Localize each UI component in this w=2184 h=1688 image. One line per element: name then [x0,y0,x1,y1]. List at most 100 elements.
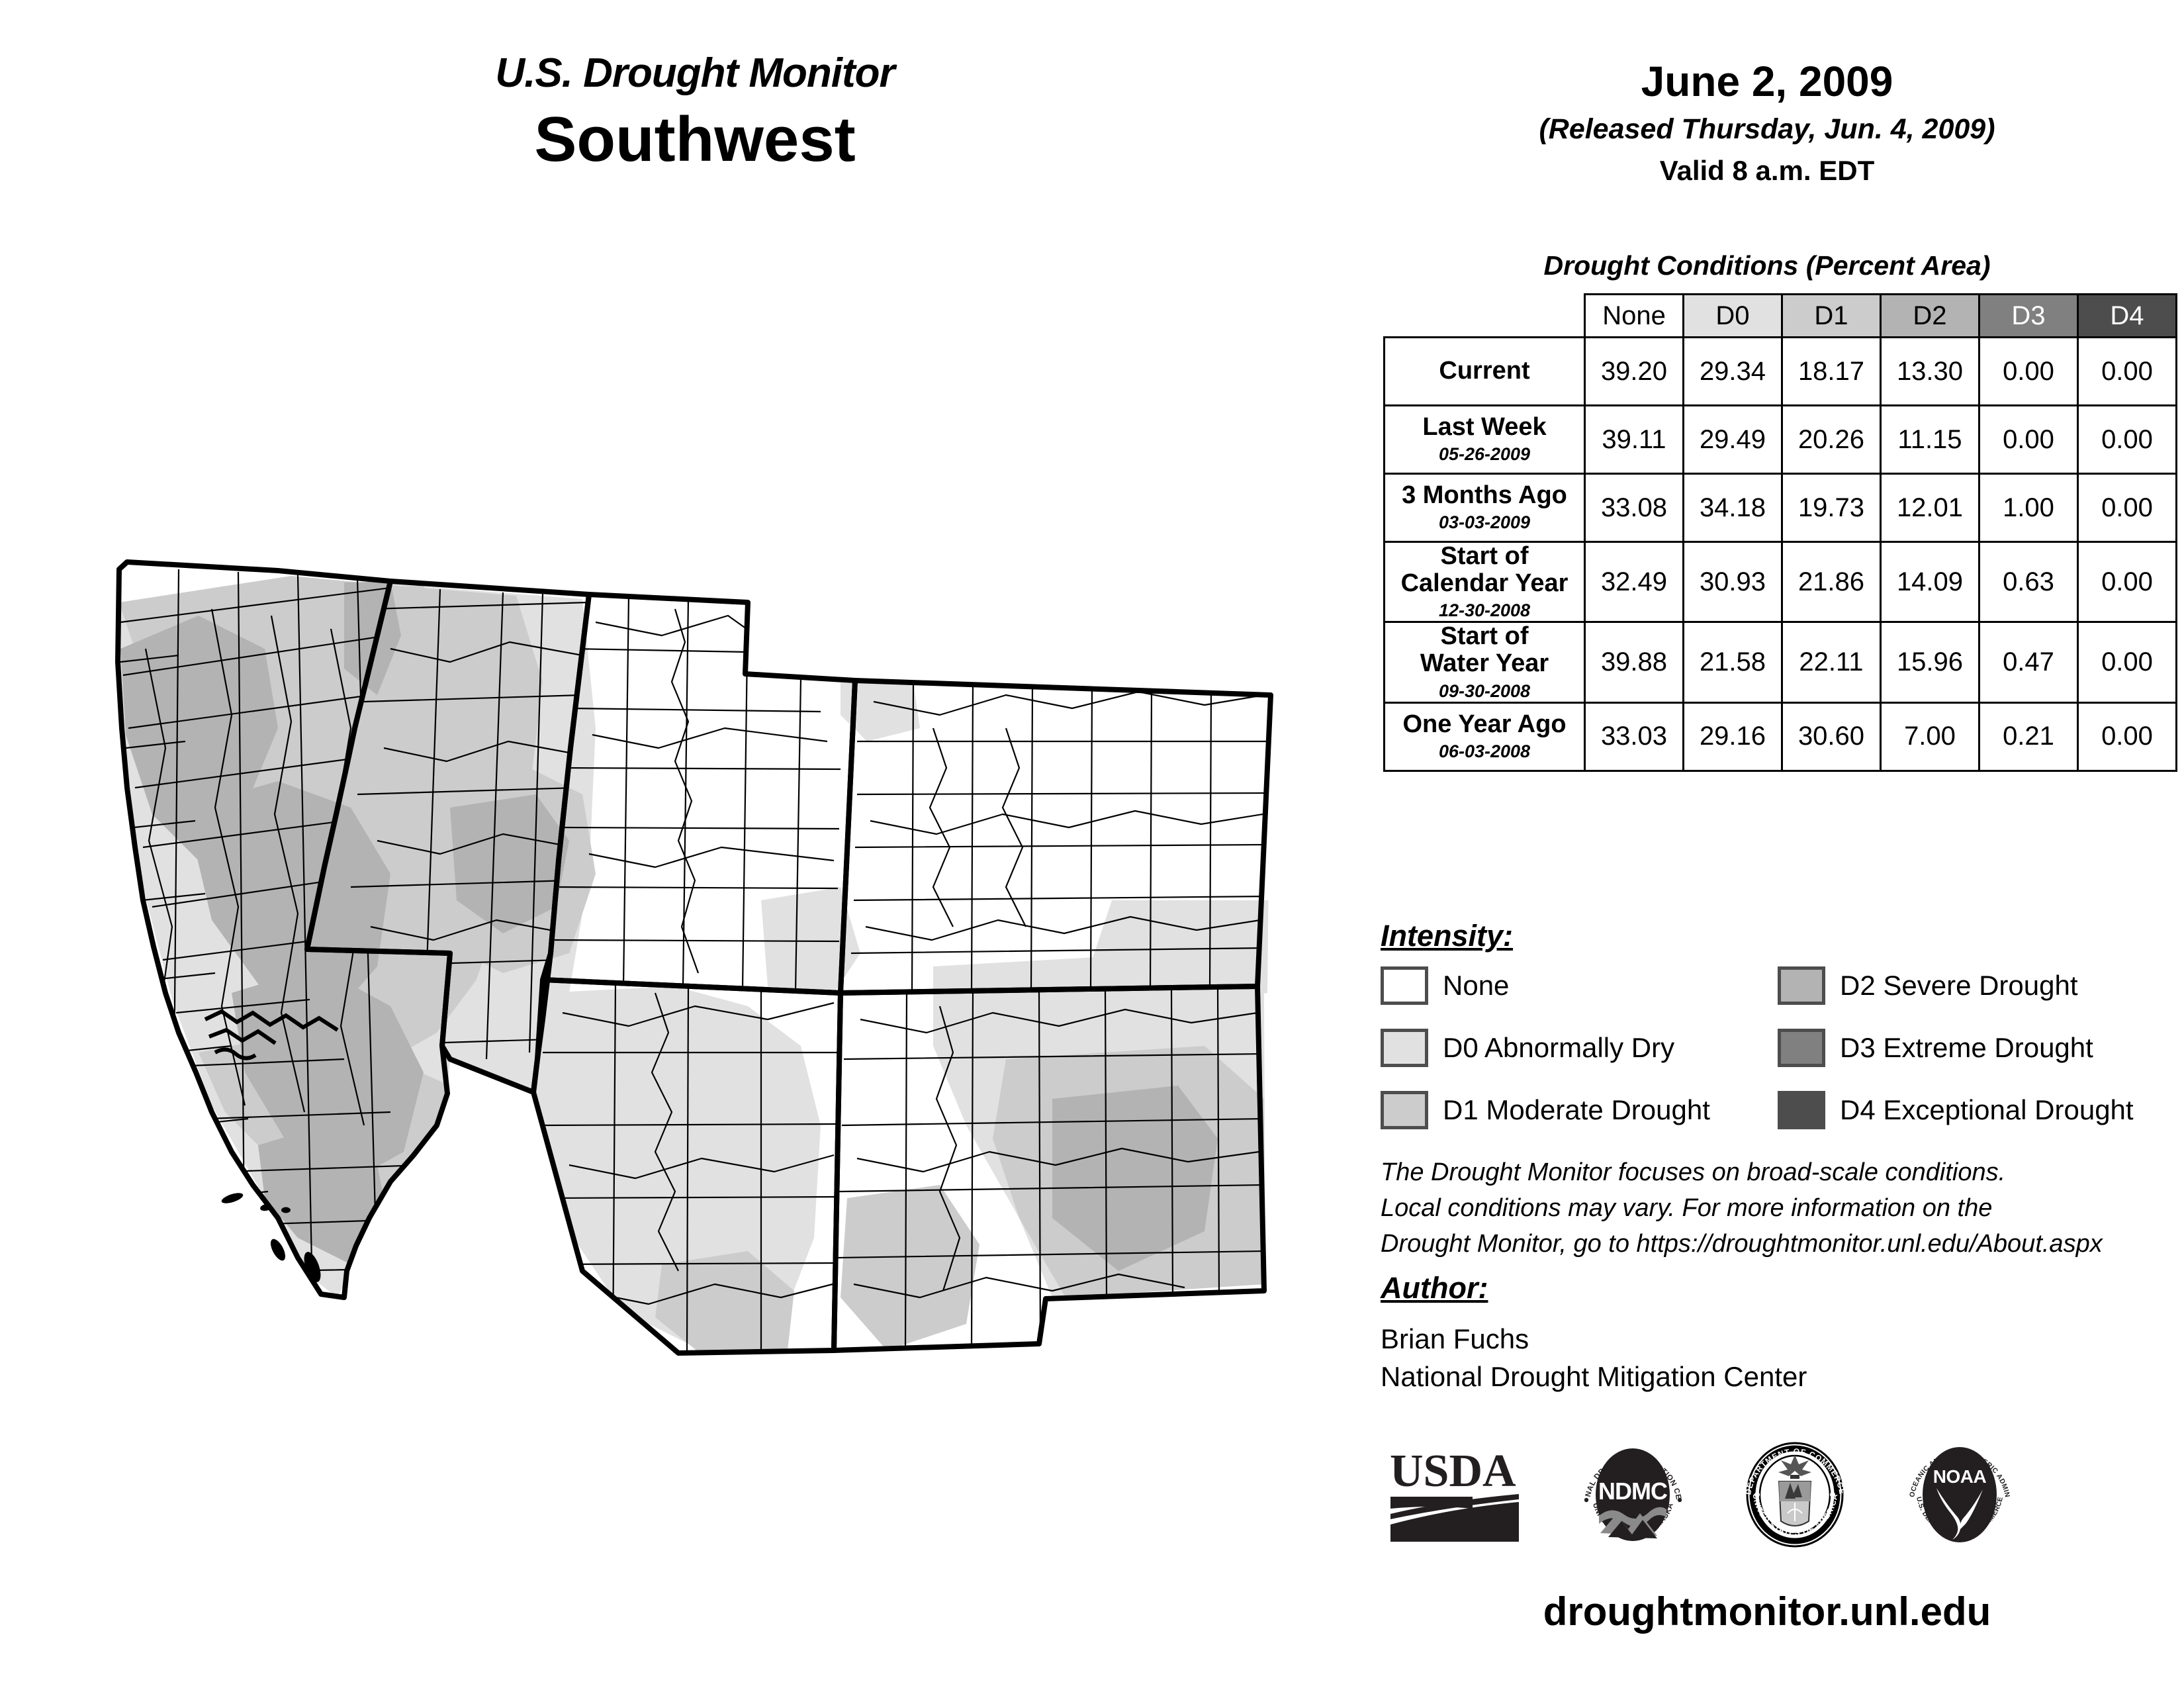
legend-item: D0 Abnormally Dry [1381,1029,1778,1067]
legend-swatch [1778,1029,1825,1067]
table-cell-d3: 0.47 [1978,621,2079,704]
legend-label: D2 Severe Drought [1840,970,2078,1001]
table-row-label: Start of Water Year 09-30-2008 [1383,621,1586,704]
table-cell-d4: 0.00 [2077,473,2177,543]
state-boundaries [115,559,1273,1356]
legend-item: D4 Exceptional Drought [1778,1091,2161,1129]
table-cell-d3: 0.00 [1978,404,2079,475]
table-row-label: 3 Months Ago 03-03-2009 [1383,473,1586,543]
table-row: Current 39.20 29.34 18.17 13.30 0.00 0.00 [1383,336,2177,406]
table-caption: Drought Conditions (Percent Area) [1543,250,1991,281]
table-cell-d4: 0.00 [2077,404,2177,475]
table-cell-d2: 7.00 [1880,701,1980,772]
table-cell-d1: 21.86 [1781,540,1882,624]
page-title: U.S. Drought Monitor [495,50,895,96]
table-cell-none: 39.20 [1584,336,1684,406]
d1-region-sw-newmexico [841,1185,979,1350]
table-cell-d0: 29.49 [1682,404,1783,475]
d2-region-central-valley-ca [185,781,390,1019]
legend-swatch [1778,1091,1825,1129]
author-heading: Author: [1381,1271,1488,1305]
table-cell-d1: 19.73 [1781,473,1882,543]
row-label-title: 3 Months Ago [1402,481,1567,510]
usda-logo: USDA [1390,1446,1519,1542]
drought-conditions-table: None D0 D1 D2 D3 D4 Current 39.20 29.34 18.17 13.… [1383,293,2177,772]
intensity-legend: None D2 Severe Drought D0 Abnormally Dry D3… [1381,966,2161,1129]
southwest-map-svg [115,559,1273,1356]
title-block: U.S. Drought Monitor Southwest [397,53,993,176]
table-cell-none: 33.03 [1584,701,1684,772]
row-label-title: Last Week [1422,413,1547,442]
table-column-header-d1: D1 [1781,293,1882,338]
legend-swatch [1381,966,1428,1005]
row-label-date: 12-30-2008 [1438,600,1531,621]
logo-row: USDA NATIONAL DROUGHT MITIGATION CENTER … [1387,1433,2134,1556]
legend-label: D3 Extreme Drought [1840,1032,2093,1063]
table-cell-d4: 0.00 [2077,621,2177,704]
table-column-header-none: None [1584,293,1684,338]
table-cell-d2: 15.96 [1880,621,1980,704]
ndmc-logo: NATIONAL DROUGHT MITIGATION CENTER UNIVE… [1575,1436,1682,1541]
table-header-row: None D0 D1 D2 D3 D4 [1385,293,2177,338]
table-column-header-d4: D4 [2077,293,2177,338]
noaa-logo: NATIONAL OCEANIC AND ATMOSPHERIC ADMINIS… [1899,1436,2011,1542]
row-label-date: 06-03-2008 [1438,741,1531,762]
valid-time: Valid 8 a.m. EDT [1659,155,1875,187]
d0-region-se-utah [761,887,860,993]
table-cell-d3: 0.00 [1978,336,2079,406]
legend-item: D2 Severe Drought [1778,966,2161,1005]
table-cell-d0: 21.58 [1682,621,1783,704]
table-column-header-d0: D0 [1682,293,1783,338]
legend-label: D1 Moderate Drought [1443,1094,1710,1125]
table-column-header-d3: D3 [1978,293,2079,338]
row-label-date: 09-30-2008 [1438,680,1531,701]
d2-region-socal-coast [258,1125,390,1264]
table-row-label: One Year Ago 06-03-2008 [1383,701,1586,772]
intensity-heading: Intensity: [1381,919,1514,953]
legend-swatch [1778,966,1825,1005]
department-of-commerce-seal: DEPARTMENT OF COMMERCE UNITED STATES OF … [1743,1442,1846,1548]
row-label-date: 03-03-2009 [1438,512,1531,533]
table-cell-none: 39.11 [1584,404,1684,475]
legend-label: D4 Exceptional Drought [1840,1094,2134,1125]
table-cell-d0: 30.93 [1682,540,1783,624]
san-francisco-bay [204,1009,339,1060]
table-cell-d3: 0.63 [1978,540,2079,624]
table-corner-cell [1385,295,1585,338]
table-row: Start of Water Year 09-30-2008 39.88 21.58 22… [1383,621,2177,704]
legend-item: D1 Moderate Drought [1381,1091,1778,1129]
legend-swatch [1381,1091,1428,1129]
legend-item: None [1381,966,1778,1005]
table-cell-d3: 0.21 [1978,701,2079,772]
region-title: Southwest [534,104,856,175]
table-row-label: Start of Calendar Year 12-30-2008 [1383,540,1586,624]
table-cell-d1: 22.11 [1781,621,1882,704]
table-cell-d0: 29.34 [1682,336,1783,406]
table-cell-d0: 29.16 [1682,701,1783,772]
svg-text:NOAA: NOAA [1933,1466,1987,1487]
table-cell-none: 32.49 [1584,540,1684,624]
d1-region-south-arizona [655,1251,794,1353]
legend-item: D3 Extreme Drought [1778,1029,2161,1067]
site-url: droughtmonitor.unl.edu [1543,1589,1991,1634]
table-cell-d1: 30.60 [1781,701,1882,772]
author-name: Brian Fuchs [1381,1323,1529,1354]
d2-region-central-nevada-core [450,794,569,933]
d0-region-nwcolorado [841,682,920,741]
table-cell-d1: 18.17 [1781,336,1882,406]
table-cell-d0: 34.18 [1682,473,1783,543]
valid-date: June 2, 2009 [1641,58,1893,105]
disclaimer-text: The Drought Monitor focuses on broad-sca… [1381,1158,2103,1258]
table-cell-none: 39.88 [1584,621,1684,704]
author-block: Brian Fuchs National Drought Mitigation … [1381,1321,1807,1395]
drought-map [79,530,1310,1377]
legend-swatch [1381,1029,1428,1067]
table-row-label: Current [1383,336,1586,406]
table-row: Start of Calendar Year 12-30-2008 32.49 30.9… [1383,540,2177,624]
author-affiliation: National Drought Mitigation Center [1381,1360,1807,1392]
legend-label: None [1443,970,1510,1001]
date-header: June 2, 2009 (Released Thursday, Jun. 4,… [1377,58,2158,187]
row-label-title: Start of Water Year [1420,622,1549,678]
table-cell-d3: 1.00 [1978,473,2079,543]
table-cell-none: 33.08 [1584,473,1684,543]
